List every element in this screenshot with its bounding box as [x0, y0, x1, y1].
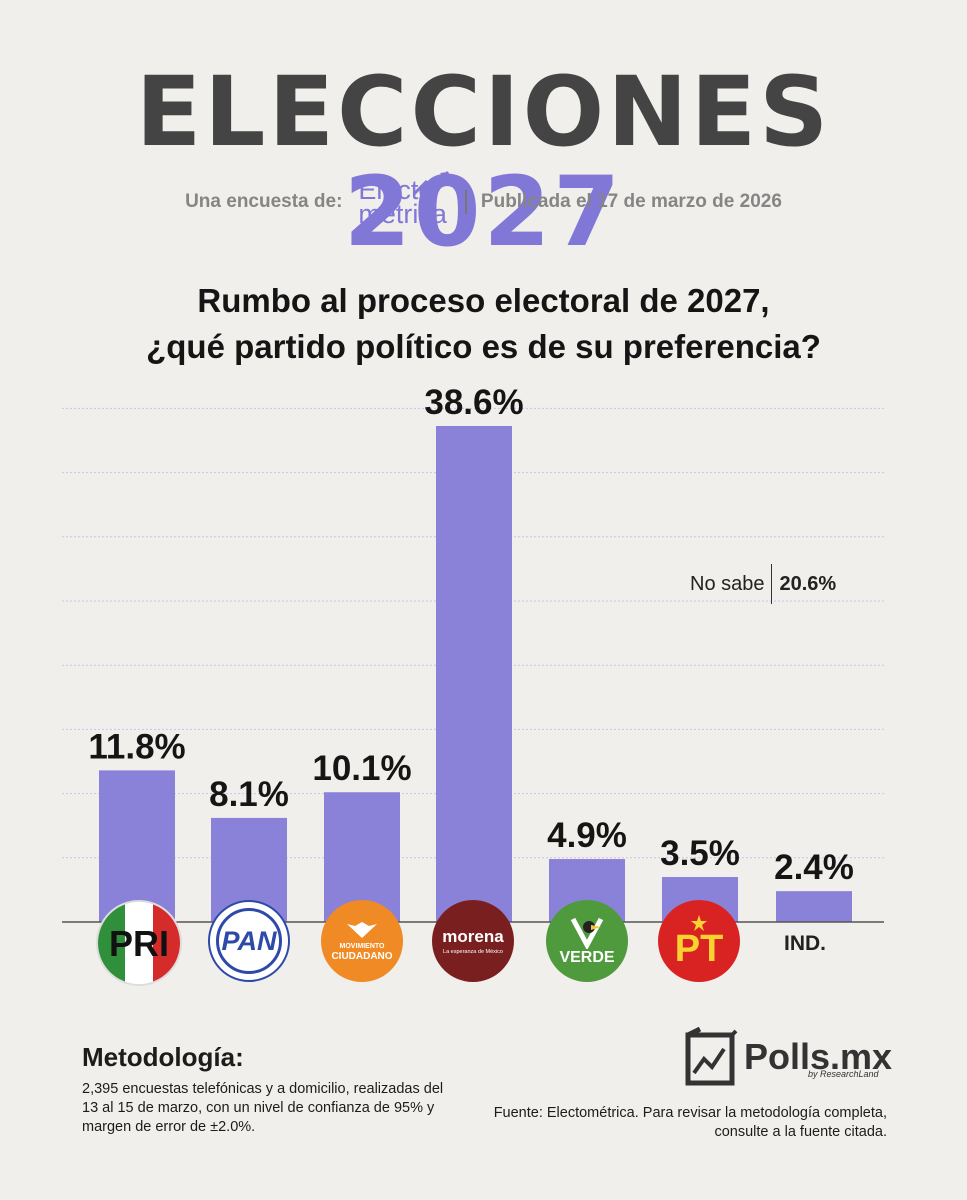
pollster-logo: Electo métrica — [358, 171, 450, 229]
no-sabe-separator — [770, 564, 772, 604]
verde-logo: VERDE — [546, 900, 628, 982]
methodology-heading: Metodología: — [82, 1042, 244, 1072]
eagle-icon — [347, 922, 377, 938]
polls-brand: Polls.mx by ResearchLand — [684, 1027, 892, 1087]
published-date: Publicada el 17 de marzo de 2026 — [480, 191, 782, 212]
polls-sub: by ResearchLand — [808, 1069, 879, 1079]
data-label: 2.4% — [774, 848, 854, 887]
no-sabe-value: 20.6% — [779, 572, 837, 595]
morena-logo: morena La esperanza de México — [432, 900, 514, 982]
morena-sub: La esperanza de México — [443, 949, 503, 955]
bar-pri — [99, 770, 175, 922]
page-title: ELECCIONES 2027 — [0, 62, 967, 262]
pri-logo: PRI — [96, 900, 182, 986]
title-year: 2027 — [343, 156, 624, 268]
toucan-icon — [570, 917, 604, 949]
morena-name: morena — [442, 927, 504, 946]
mc-logo: MOVIMIENTO CIUDADANO — [321, 900, 403, 982]
polls-name: Polls.mx — [744, 1036, 893, 1077]
title-word: ELECCIONES — [135, 56, 832, 168]
survey-question: Rumbo al proceso electoral de 2027, ¿qué… — [0, 278, 967, 370]
bar-ind — [776, 891, 852, 922]
pan-text: PAN — [221, 925, 277, 956]
no-sabe-annotation: No sabe 20.6% — [690, 564, 836, 604]
star-icon — [691, 915, 707, 931]
verde-text: VERDE — [559, 949, 615, 966]
data-label: 10.1% — [312, 749, 411, 788]
pollster-logo-line2: métrica — [358, 199, 447, 229]
polls-logo-icon — [685, 1027, 738, 1086]
data-label: 4.9% — [547, 816, 627, 855]
data-label: 8.1% — [209, 775, 289, 814]
trend-arrow-icon — [413, 171, 450, 196]
mc-line2: CIUDADANO — [331, 951, 393, 962]
question-line1: Rumbo al proceso electoral de 2027, — [197, 282, 770, 319]
ind-label: IND. — [784, 932, 826, 955]
source-note: Fuente: Electométrica. Para revisar la m… — [493, 1105, 887, 1140]
methodology-text: 2,395 encuestas telefónicas y a domicili… — [82, 1081, 444, 1135]
byline: Una encuesta de: Electo métrica Publicad… — [0, 171, 967, 229]
no-sabe-label: No sabe — [690, 572, 765, 595]
pan-logo: PAN — [208, 900, 290, 982]
byline-divider — [464, 190, 467, 214]
pt-text: PT — [674, 928, 724, 970]
data-label: 3.5% — [660, 834, 740, 873]
question-line2: ¿qué partido político es de su preferenc… — [146, 328, 821, 365]
bar-chart: 11.8% 8.1% 10.1% 38.6% 4.9% 3.5% 2.4% — [62, 383, 884, 923]
pt-logo: PT — [658, 900, 740, 982]
data-label: 11.8% — [88, 727, 185, 766]
svg-text:PRI: PRI — [109, 923, 169, 964]
bar-morena — [436, 425, 512, 922]
byline-prefix: Una encuesta de: — [185, 191, 343, 212]
pollster-logo-line1: Electo — [358, 175, 434, 205]
data-label: 38.6% — [424, 383, 523, 422]
mc-line1: MOVIMIENTO — [339, 943, 385, 950]
